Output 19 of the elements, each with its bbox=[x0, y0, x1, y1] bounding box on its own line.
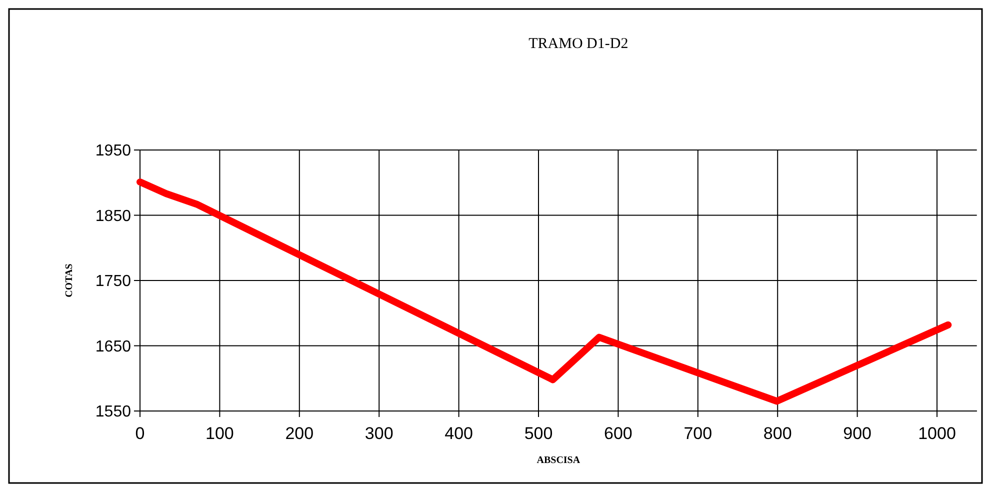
chart-title: TRAMO D1-D2 bbox=[528, 36, 628, 52]
y-tick-label: 1850 bbox=[95, 208, 132, 225]
x-tick-label: 700 bbox=[684, 424, 712, 443]
y-axis-title: COTAS bbox=[64, 263, 75, 298]
x-tick-label: 900 bbox=[843, 424, 872, 443]
x-axis-title: ABSCISA bbox=[536, 455, 581, 466]
x-tick-label: 200 bbox=[285, 424, 314, 443]
x-tick-label: 0 bbox=[135, 424, 145, 443]
x-tick-label: 400 bbox=[444, 424, 473, 443]
y-tick-label: 1550 bbox=[95, 404, 132, 421]
y-tick-label: 1950 bbox=[95, 142, 132, 160]
y-tick-label: 1650 bbox=[95, 338, 132, 356]
x-tick-label: 1000 bbox=[918, 424, 956, 443]
x-tick-label: 800 bbox=[763, 424, 792, 443]
x-tick-label: 600 bbox=[604, 424, 632, 443]
x-tick-label: 100 bbox=[206, 424, 234, 443]
x-tick-label: 300 bbox=[364, 424, 394, 443]
y-tick-label: 1750 bbox=[95, 273, 132, 290]
x-tick-label: 500 bbox=[524, 424, 553, 443]
